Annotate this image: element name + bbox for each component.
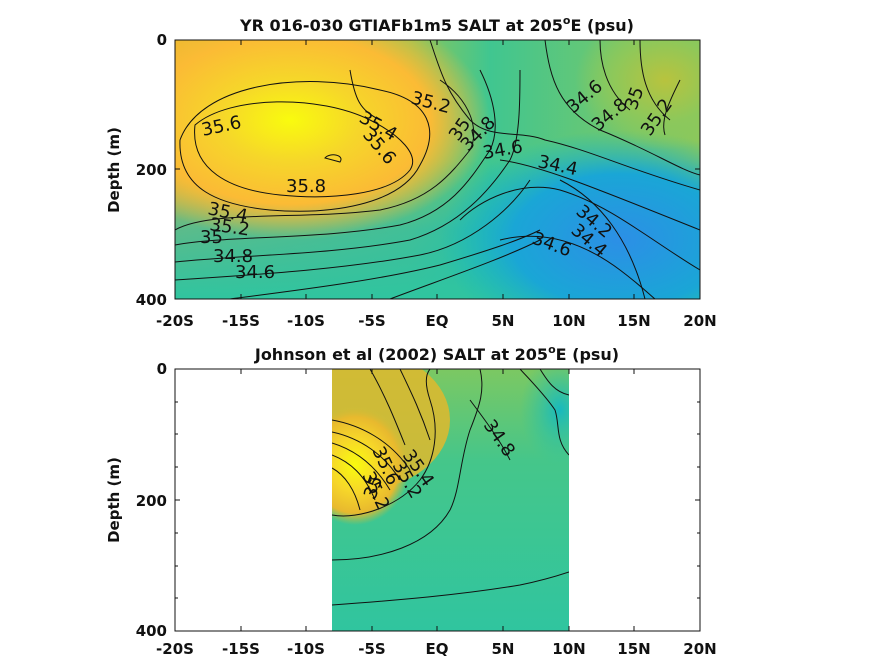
y-tick-label: 200 bbox=[136, 161, 167, 179]
x-tick-label: 15N bbox=[617, 640, 650, 656]
x-tick-label: -20S bbox=[156, 312, 194, 330]
y-tick-label: 0 bbox=[157, 31, 167, 49]
x-tick-label: -5S bbox=[358, 640, 385, 656]
bottom-contour-lines bbox=[332, 369, 569, 606]
top-x-ticks bbox=[174, 40, 701, 299]
x-tick-label: EQ bbox=[426, 312, 449, 330]
x-tick-label: -20S bbox=[156, 640, 194, 656]
bottom-x-ticks bbox=[174, 369, 701, 631]
x-tick-label: -15S bbox=[222, 640, 260, 656]
y-tick-label: 0 bbox=[157, 360, 167, 378]
top-plot-field bbox=[175, 40, 700, 299]
bottom-plot-field bbox=[332, 369, 569, 631]
bottom-y-axis-label: Depth (m) bbox=[105, 457, 123, 543]
top-y-axis-label: Depth (m) bbox=[105, 127, 123, 213]
x-tick-label: -5S bbox=[358, 312, 385, 330]
x-tick-label: 15N bbox=[617, 312, 650, 330]
top-contour-lines bbox=[175, 40, 700, 299]
x-tick-label: EQ bbox=[426, 640, 449, 656]
x-tick-label: 5N bbox=[492, 312, 515, 330]
y-tick-label: 400 bbox=[136, 622, 167, 640]
contour-label: 34.6 bbox=[235, 262, 275, 283]
contour-label: 35 bbox=[200, 227, 223, 248]
y-tick-label: 200 bbox=[136, 492, 167, 510]
x-tick-label: -10S bbox=[287, 312, 325, 330]
x-tick-label: -10S bbox=[287, 640, 325, 656]
x-tick-label: 20N bbox=[683, 640, 716, 656]
top-y-tick-labels: 0 200 400 bbox=[136, 31, 167, 309]
top-x-tick-labels: -20S -15S -10S -5S EQ 5N 10N 15N 20N bbox=[156, 312, 717, 330]
x-tick-label: 5N bbox=[492, 640, 515, 656]
x-tick-label: 20N bbox=[683, 312, 716, 330]
contour-label: 35.8 bbox=[286, 176, 326, 197]
top-chart: YR 016-030 GTIAFb1m5 SALT at 205oE (psu) bbox=[105, 14, 717, 330]
top-chart-title: YR 016-030 GTIAFb1m5 SALT at 205oE (psu) bbox=[239, 14, 634, 35]
x-tick-label: 10N bbox=[552, 640, 585, 656]
contour-label: 34.8 bbox=[213, 246, 253, 267]
y-tick-label: 400 bbox=[136, 291, 167, 309]
bottom-chart-title: Johnson et al (2002) SALT at 205oE (psu) bbox=[254, 343, 619, 364]
x-tick-label: 10N bbox=[552, 312, 585, 330]
bottom-y-tick-labels: 0 200 400 bbox=[136, 360, 167, 640]
bottom-chart: Johnson et al (2002) SALT at 205oE (psu) bbox=[105, 343, 717, 656]
x-tick-label: -15S bbox=[222, 312, 260, 330]
bottom-x-tick-labels: -20S -15S -10S -5S EQ 5N 10N 15N 20N bbox=[156, 640, 717, 656]
